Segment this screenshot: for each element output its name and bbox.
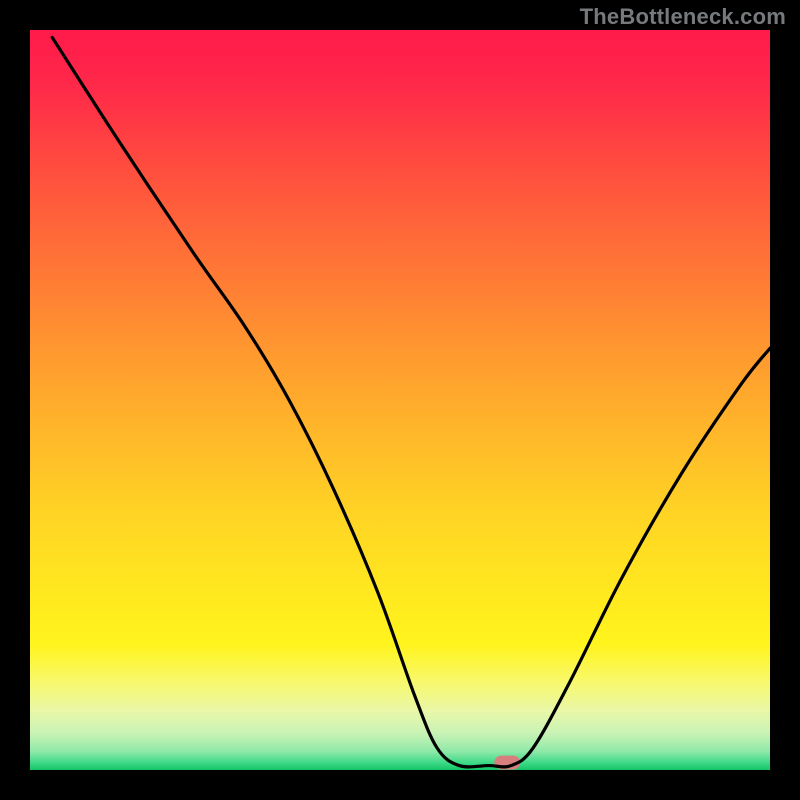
watermark-text: TheBottleneck.com (580, 4, 786, 30)
chart-frame: TheBottleneck.com (0, 0, 800, 800)
bottleneck-chart-svg (0, 0, 800, 800)
